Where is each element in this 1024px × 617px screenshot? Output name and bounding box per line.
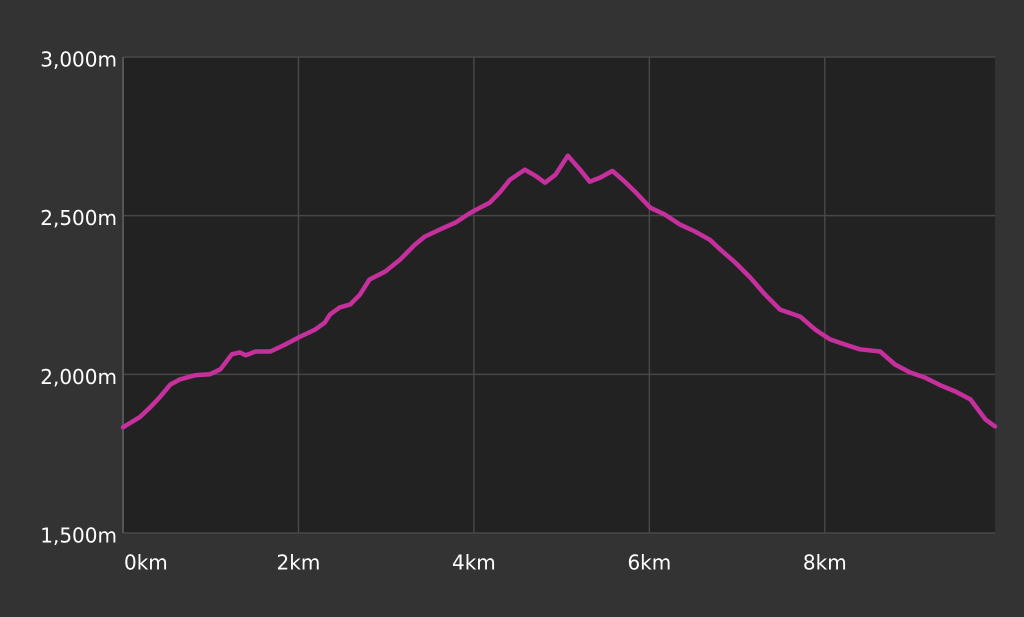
y-tick-label: 3,000m (40, 48, 117, 72)
x-tick-label: 0km (124, 551, 168, 575)
plot-area (123, 57, 995, 533)
y-tick-label: 2,000m (40, 365, 117, 389)
x-tick-label: 2km (277, 551, 321, 575)
x-tick-label: 4km (452, 551, 496, 575)
y-tick-label: 1,500m (40, 524, 117, 548)
elevation-line (120, 153, 998, 430)
x-tick-label: 6km (627, 551, 671, 575)
y-tick-label: 2,500m (40, 206, 117, 230)
x-tick-label: 8km (803, 551, 847, 575)
